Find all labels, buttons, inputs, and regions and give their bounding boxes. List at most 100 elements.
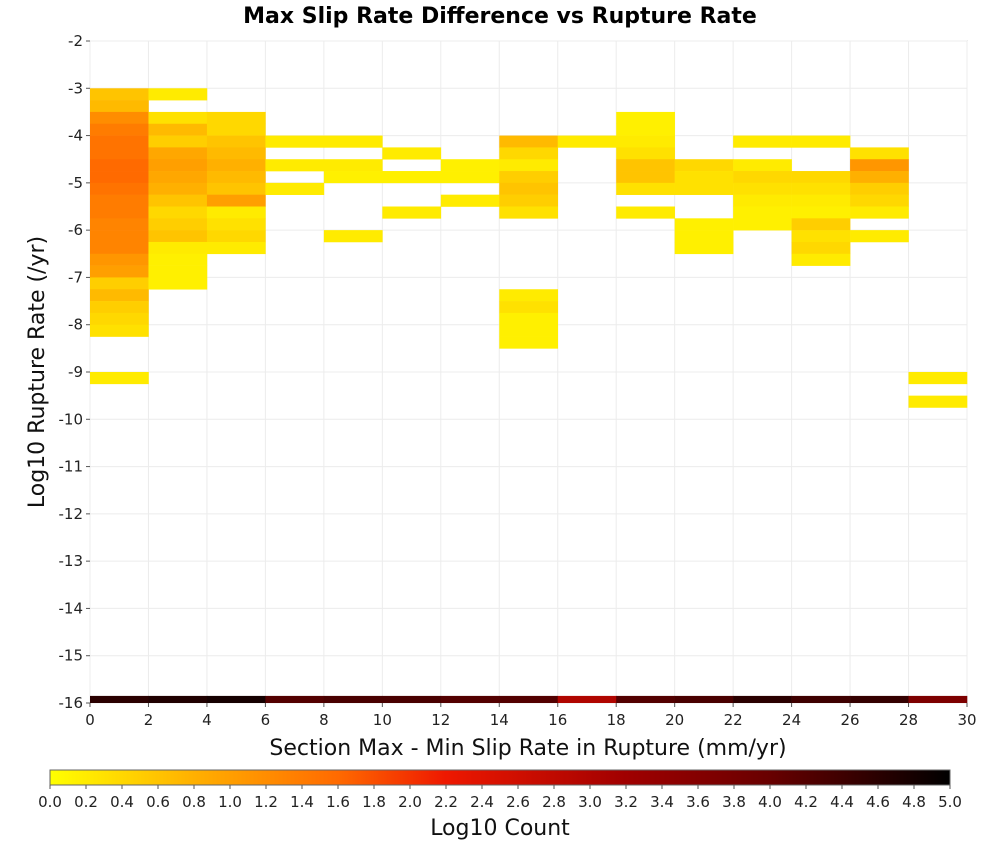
heatmap-cell	[206, 230, 266, 243]
x-tick-label: 10	[373, 711, 392, 729]
heatmap-cell	[90, 301, 149, 314]
heatmap-cell	[90, 265, 149, 278]
y-tick-label: -2	[68, 32, 83, 50]
y-tick-label: -8	[68, 316, 83, 334]
heatmap-cell	[908, 372, 968, 385]
heatmap-cell	[791, 206, 851, 219]
heatmap-cell	[791, 253, 851, 266]
colorbar-tick-label: 4.6	[866, 793, 890, 811]
x-tick-label: 16	[548, 711, 567, 729]
x-tick-label: 14	[490, 711, 509, 729]
colorbar-tick-label: 4.2	[794, 793, 818, 811]
heatmap-cell	[206, 135, 266, 148]
heatmap-cell	[148, 135, 208, 148]
heatmap-cell	[148, 111, 208, 125]
baseline-cell	[557, 695, 617, 703]
heatmap-cell	[90, 135, 149, 148]
heatmap-cell	[674, 241, 734, 255]
heatmap-cell	[206, 182, 266, 195]
heatmap-cell	[674, 171, 734, 184]
heatmap-cell	[674, 230, 734, 243]
heatmap-cell	[90, 277, 149, 290]
heatmap-cell	[148, 194, 208, 207]
colorbar-tick-label: 1.6	[326, 793, 350, 811]
heatmap-cell	[90, 312, 149, 326]
colorbar-tick-label: 0.2	[74, 793, 98, 811]
baseline-cell	[733, 695, 792, 703]
heatmap-cell	[382, 206, 442, 219]
heatmap-cell	[791, 241, 851, 255]
heatmap-cell	[206, 123, 266, 136]
colorbar-tick-label: 3.0	[578, 793, 602, 811]
colorbar-ticks: 0.0 0.2 0.4 0.6 0.8 1.0 1.2 1.4 1.6 1.8 2.0 2.2 2.4 2…	[38, 785, 962, 811]
baseline-cell	[499, 695, 559, 703]
colorbar-tick-label: 4.8	[902, 793, 926, 811]
baseline-row	[90, 695, 968, 703]
y-tick-label: -4	[68, 127, 83, 145]
colorbar-tick-label: 4.0	[758, 793, 782, 811]
colorbar-tick-label: 3.2	[614, 793, 638, 811]
heatmap-cell	[90, 206, 149, 219]
heatmap-cell	[90, 111, 149, 125]
heatmap-cell	[850, 230, 909, 243]
heatmap-cell	[206, 218, 266, 231]
heatmap-cell	[616, 206, 675, 219]
heatmap-cell	[148, 147, 208, 160]
y-axis-label: Log10 Rupture Rate (/yr)	[25, 236, 50, 508]
heatmap-cell	[90, 88, 149, 101]
y-tick-label: -12	[59, 505, 84, 523]
y-tick-label: -3	[68, 79, 83, 97]
heatmap-cell	[148, 159, 208, 172]
heatmap-cell	[616, 147, 675, 160]
baseline-cell	[148, 695, 208, 703]
heatmap-cell	[90, 182, 149, 195]
x-tick-label: 26	[841, 711, 860, 729]
colorbar-tick-label: 1.8	[362, 793, 386, 811]
heatmap-cell	[382, 171, 442, 184]
heatmap-cell	[674, 182, 734, 195]
x-tick-label: 0	[85, 711, 95, 729]
heatmap-cell	[499, 336, 559, 349]
heatmap-cell	[791, 218, 851, 231]
baseline-cell	[382, 695, 442, 703]
y-tick-label: -6	[68, 221, 83, 239]
baseline-cell	[850, 695, 909, 703]
heatmap-cell	[148, 277, 208, 290]
y-axis-ticks: -2 -3 -4 -5 -6 -7 -8 -9 -10 -11 -12 -13 -14 -15 -16	[59, 32, 90, 712]
colorbar-tick-label: 1.4	[290, 793, 314, 811]
heatmap-cell	[90, 218, 149, 231]
x-tick-label: 24	[782, 711, 801, 729]
heatmap-cell	[616, 135, 675, 148]
heatmap-cell	[557, 135, 617, 148]
baseline-cell	[90, 695, 149, 703]
heatmap-cell	[323, 171, 383, 184]
heatmap-cell	[850, 206, 909, 219]
heatmap-cell	[499, 147, 559, 160]
heatmap-cell	[148, 253, 208, 266]
heatmap-cell	[733, 135, 792, 148]
heatmap-cell	[90, 241, 149, 255]
heatmap-cell	[850, 171, 909, 184]
heatmap-cell	[850, 182, 909, 195]
heatmap-cell	[616, 111, 675, 125]
heatmap-cell	[90, 100, 149, 113]
heatmap-cell	[791, 135, 851, 148]
y-tick-label: -5	[68, 174, 83, 192]
heatmap-cell	[323, 230, 383, 243]
heatmap-cell	[90, 372, 149, 385]
colorbar-tick-label: 3.6	[686, 793, 710, 811]
heatmap-cell	[733, 182, 792, 195]
heatmap-cell	[265, 135, 325, 148]
heatmap-cell	[616, 182, 675, 195]
heatmap-cell	[499, 171, 559, 184]
heatmap-cell	[265, 182, 325, 195]
heatmap-cell	[499, 301, 559, 314]
x-tick-label: 20	[665, 711, 684, 729]
colorbar-tick-label: 2.6	[506, 793, 530, 811]
heatmap-cell	[616, 171, 675, 184]
colorbar-tick-label: 0.6	[146, 793, 170, 811]
y-tick-label: -16	[59, 694, 84, 712]
x-tick-label: 8	[319, 711, 329, 729]
heatmap-cell	[674, 159, 734, 172]
heatmap-cell	[791, 182, 851, 195]
